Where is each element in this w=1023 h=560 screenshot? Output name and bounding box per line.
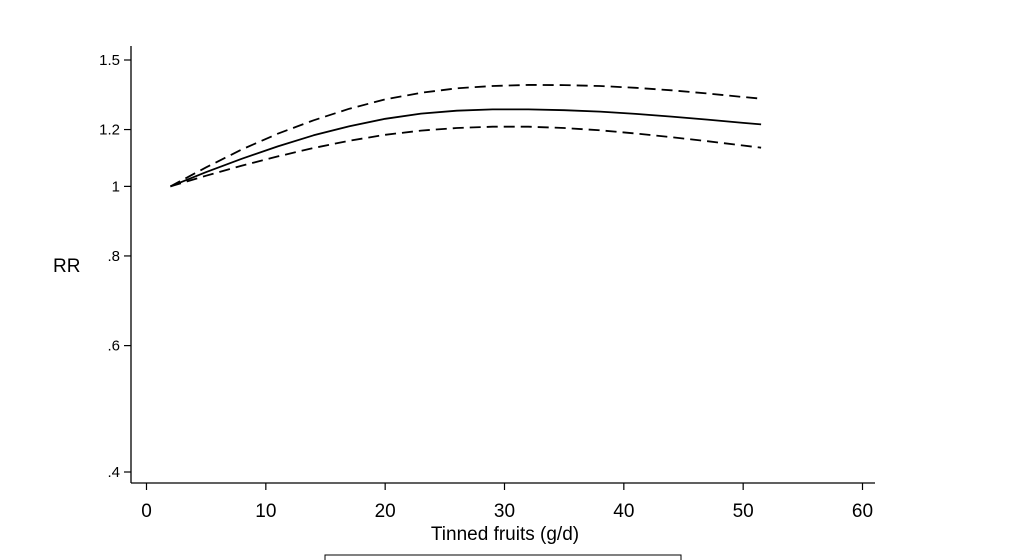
series-layer [169,84,762,188]
axes [130,46,875,484]
y-tick-label: 1 [112,178,120,195]
x-tick-label: 10 [255,501,276,522]
y-tick-label: 1.2 [99,122,120,139]
legend-box [324,554,682,560]
y-tick-label: 1.5 [99,52,120,69]
series-line-estimate [170,108,762,188]
y-axis-title: RR [53,256,80,277]
x-ticks: 0 10 20 30 40 50 60 [141,483,873,522]
series-line-upper-ci [169,84,762,188]
x-axis-title: Tinned fruits (g/d) [431,524,579,545]
x-tick-label: 30 [494,501,515,522]
x-tick-label: 60 [852,501,873,522]
series-line-lower-ci [170,125,762,188]
x-tick-label: 20 [375,501,396,522]
y-tick-label: .8 [107,248,120,265]
y-tick-label: .6 [107,338,120,355]
y-ticks: .4 .6 .8 1 1.2 1.5 [99,52,131,481]
y-tick-label: .4 [107,464,120,481]
x-tick-label: 40 [613,501,634,522]
x-tick-label: 50 [733,501,754,522]
x-tick-label: 0 [141,501,152,522]
